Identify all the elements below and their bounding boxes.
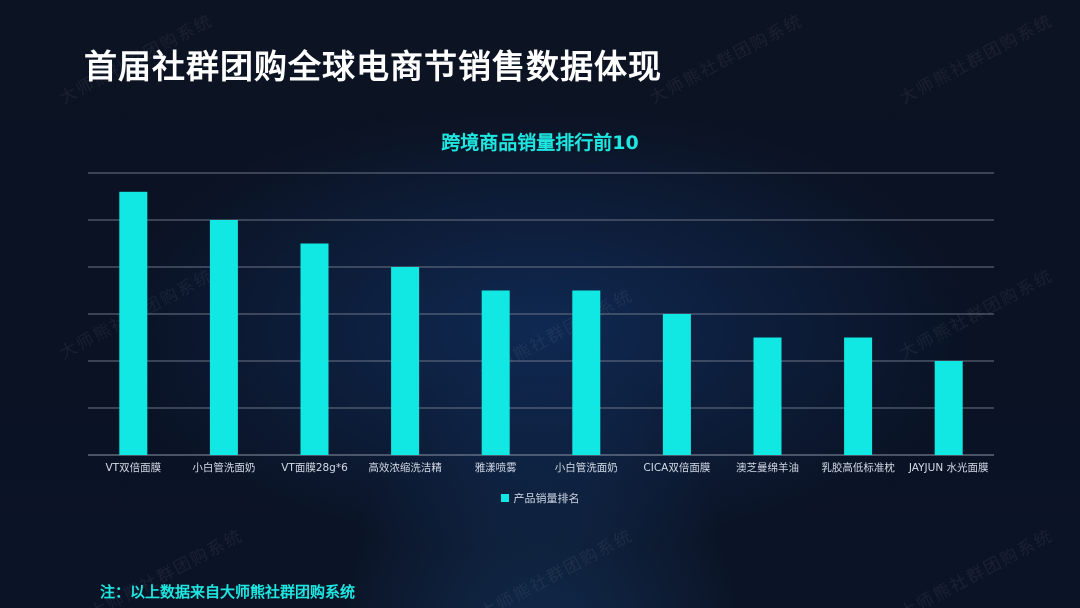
footnote: 注：以上数据来自大师熊社群团购系统 (100, 583, 356, 601)
x-tick-label: VT面膜28g*6 (281, 462, 348, 474)
x-tick-label: 高效浓缩洗洁精 (368, 461, 442, 474)
x-tick-label: 澳芝曼绵羊油 (736, 461, 799, 474)
chart-gridlines (88, 172, 994, 456)
bar (119, 191, 148, 456)
page-title: 首届社群团购全球电商节销售数据体现 (84, 47, 662, 86)
bar (572, 290, 601, 455)
bar (934, 361, 963, 455)
x-tick-label: 雅漾喷雾 (475, 461, 517, 474)
chart-legend: 产品销量排名 (0, 490, 1080, 506)
x-tick-label: 小白管洗面奶 (555, 461, 618, 474)
legend-swatch (500, 494, 509, 502)
bar (844, 337, 873, 455)
bar (391, 267, 420, 455)
bar (662, 314, 691, 455)
bar (209, 220, 238, 455)
bar (753, 337, 782, 455)
x-tick-label: CICA双倍面膜 (643, 461, 710, 474)
legend-label: 产品销量排名 (513, 492, 580, 505)
x-tick-label: JAYJUN 水光面膜 (908, 461, 989, 474)
chart-x-tick-labels: VT双倍面膜 小白管洗面奶 VT面膜28g*6 高效浓缩洗洁精 雅漾喷雾 小白管洗面奶 CI… (105, 461, 989, 474)
x-tick-label: VT双倍面膜 (105, 461, 161, 474)
x-tick-label: 乳胶高低标准枕 (821, 461, 895, 474)
chart-bars (119, 191, 963, 456)
x-tick-label: 小白管洗面奶 (192, 461, 255, 474)
bar (300, 243, 329, 455)
bar (481, 290, 510, 455)
chart-title: 跨境商品销量排行前10 (441, 132, 639, 154)
